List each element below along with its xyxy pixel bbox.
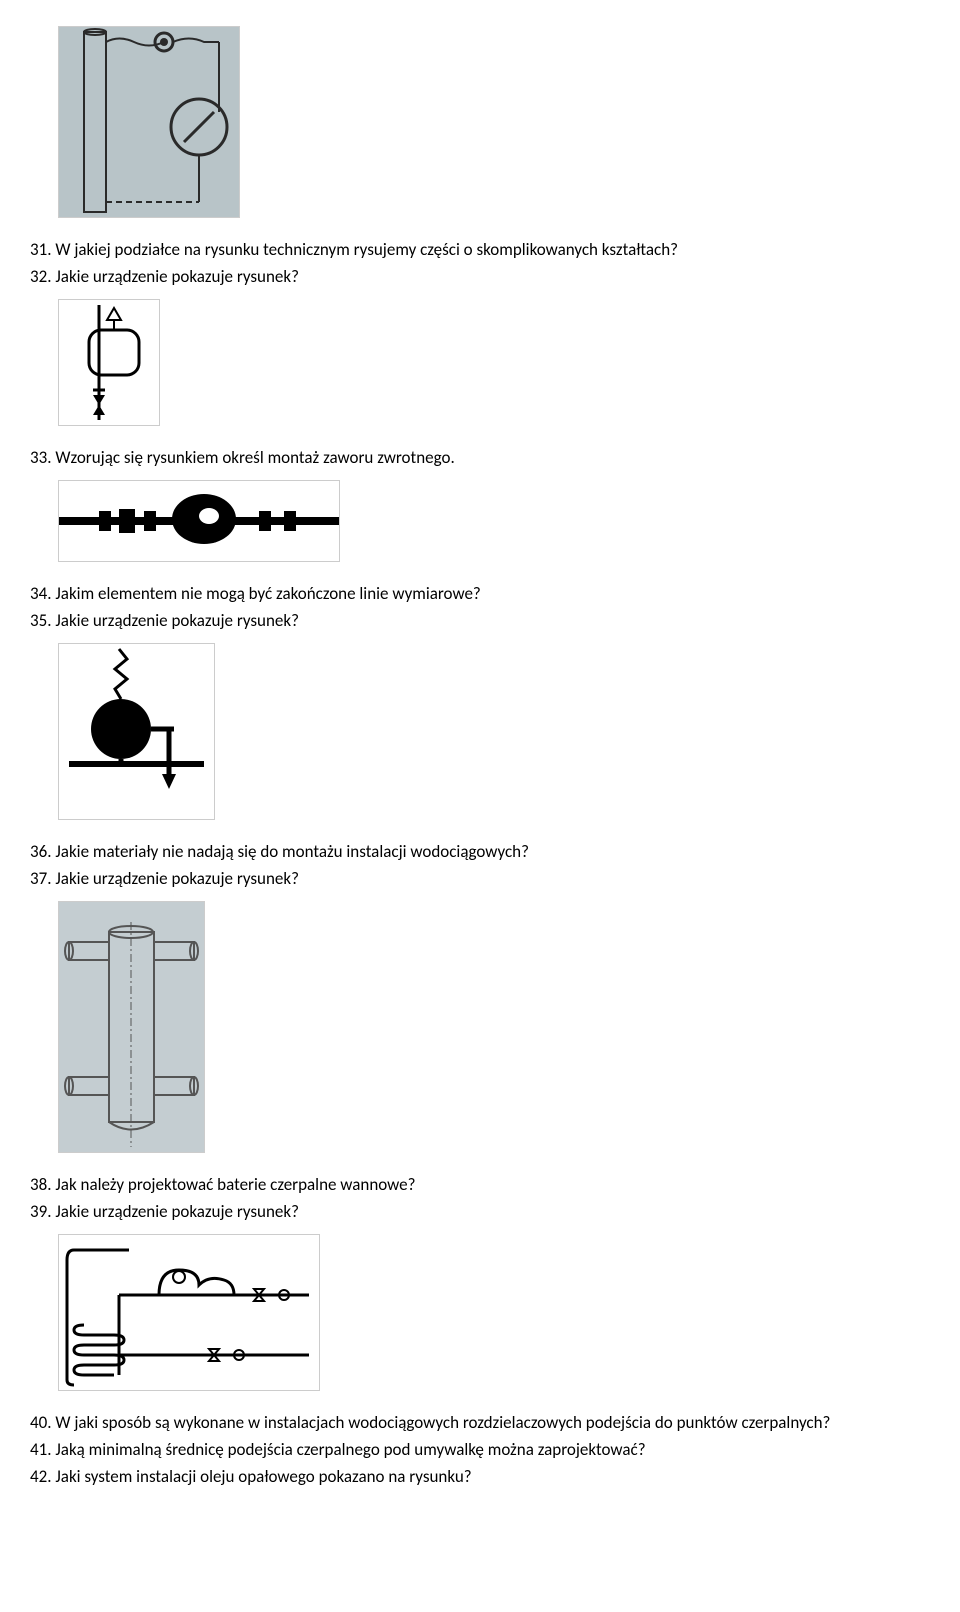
diagram-35 (58, 643, 215, 820)
question-number: 32. (30, 266, 52, 287)
question-number: 41. (30, 1439, 52, 1460)
question-39: 39. Jakie urządzenie pokazuje rysunek? (30, 1201, 930, 1222)
question-text: Jakie urządzenie pokazuje rysunek? (55, 610, 299, 631)
question-text: Jakie urządzenie pokazuje rysunek? (55, 1201, 299, 1222)
question-number: 40. (30, 1412, 52, 1433)
diagram-32 (58, 299, 160, 426)
question-text: W jakiej podziałce na rysunku techniczny… (55, 239, 678, 260)
question-38: 38. Jak należy projektować baterie czerp… (30, 1174, 930, 1195)
question-40: 40. W jaki sposób są wykonane w instalac… (30, 1412, 930, 1433)
question-text: Wzorując się rysunkiem określ montaż zaw… (55, 447, 454, 468)
question-35: 35. Jakie urządzenie pokazuje rysunek? (30, 610, 930, 631)
question-31: 31. W jakiej podziałce na rysunku techni… (30, 239, 930, 260)
question-number: 38. (30, 1174, 52, 1195)
question-text: Jaką minimalną średnicę podejścia czerpa… (55, 1439, 645, 1460)
question-number: 36. (30, 841, 52, 862)
question-text: Jakim elementem nie mogą być zakończone … (55, 583, 480, 604)
question-number: 39. (30, 1201, 52, 1222)
question-33: 33. Wzorując się rysunkiem określ montaż… (30, 447, 930, 468)
question-34: 34. Jakim elementem nie mogą być zakończ… (30, 583, 930, 604)
question-number: 33. (30, 447, 52, 468)
question-number: 37. (30, 868, 52, 889)
question-42: 42. Jaki system instalacji oleju opałowe… (30, 1466, 930, 1487)
question-number: 34. (30, 583, 52, 604)
question-41: 41. Jaką minimalną średnicę podejścia cz… (30, 1439, 930, 1460)
question-text: Jakie urządzenie pokazuje rysunek? (55, 868, 299, 889)
question-text: W jaki sposób są wykonane w instalacjach… (55, 1412, 830, 1433)
diagram-31 (58, 26, 240, 218)
question-36: 36. Jakie materiały nie nadają się do mo… (30, 841, 930, 862)
question-text: Jak należy projektować baterie czerpalne… (55, 1174, 415, 1195)
question-number: 35. (30, 610, 52, 631)
question-number: 31. (30, 239, 52, 260)
question-32: 32. Jakie urządzenie pokazuje rysunek? (30, 266, 930, 287)
question-text: Jakie materiały nie nadają się do montaż… (55, 841, 529, 862)
diagram-37 (58, 901, 205, 1153)
question-text: Jakie urządzenie pokazuje rysunek? (55, 266, 299, 287)
diagram-39 (58, 1234, 320, 1391)
question-text: Jaki system instalacji oleju opałowego p… (55, 1466, 471, 1487)
question-number: 42. (30, 1466, 52, 1487)
question-37: 37. Jakie urządzenie pokazuje rysunek? (30, 868, 930, 889)
diagram-33 (58, 480, 340, 562)
